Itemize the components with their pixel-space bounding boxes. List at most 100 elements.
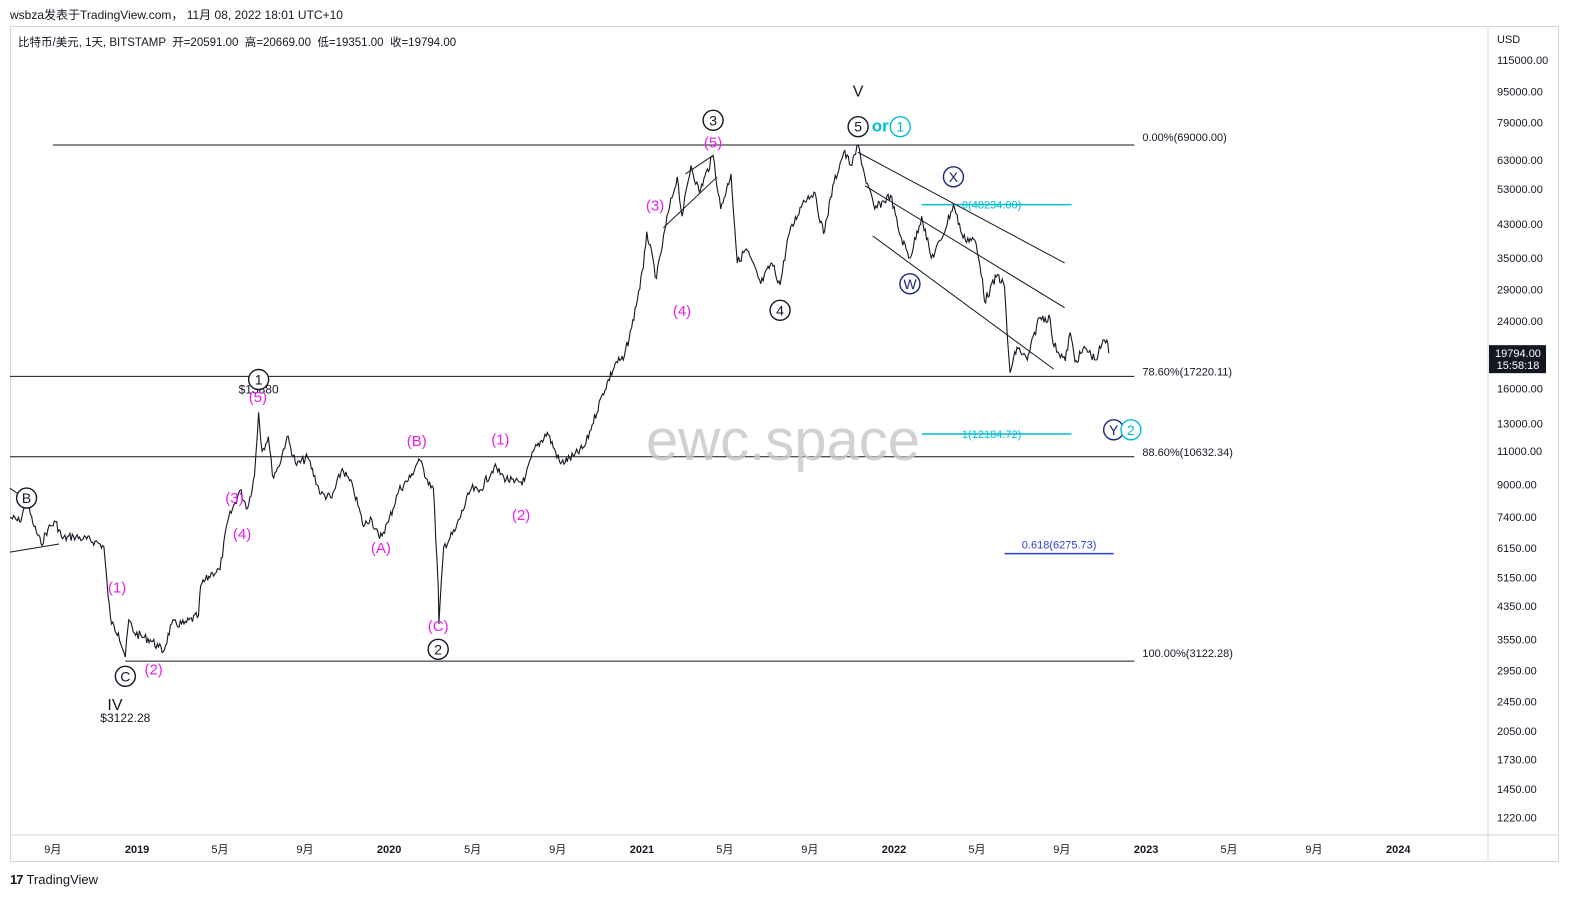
x-tick-label: 9月	[296, 844, 313, 856]
x-tick-label: 2023	[1134, 844, 1158, 856]
y-tick-label: 1730.00	[1497, 755, 1537, 767]
wave-label: 4	[776, 302, 784, 318]
wave-label: X	[949, 169, 959, 185]
wave-label: B	[22, 490, 31, 506]
wave-label-circle	[114, 665, 137, 687]
fib-level-label: 100.00%(3122.28)	[1142, 648, 1233, 660]
wave-label-circle	[942, 166, 965, 188]
wave-label: (A)	[371, 540, 391, 557]
wave-label: (5)	[249, 389, 267, 406]
wave-label: 1	[255, 372, 263, 388]
y-tick-label: 2050.00	[1497, 726, 1537, 738]
y-tick-label: 9000.00	[1497, 480, 1537, 492]
y-tick-label: 3550.00	[1497, 635, 1537, 647]
y-tick-label: 63000.00	[1497, 155, 1543, 167]
price-series-line	[9, 144, 1110, 658]
publish-info: wsbza发表于TradingView.com， 11月 08, 2022 18…	[10, 8, 343, 22]
y-tick-label: 115000.00	[1497, 55, 1548, 67]
wave-label: (C)	[428, 618, 449, 635]
y-tick-label: 13000.00	[1497, 418, 1543, 430]
wave-label: (2)	[512, 507, 530, 524]
wave-label-circle	[702, 109, 724, 132]
cyan-level-label: 0(48234.00)	[962, 200, 1021, 212]
close-value: =19794.00	[401, 37, 457, 49]
symbol-name[interactable]: 比特币/美元, 1天, BITSTAMP	[18, 37, 166, 49]
symbol-legend: 比特币/美元, 1天, BITSTAMP 开=20591.00 高=20669.…	[18, 34, 456, 50]
y-tick-label: 7400.00	[1497, 512, 1537, 524]
wave-label: (1)	[491, 431, 509, 448]
wave-label: 5	[854, 119, 862, 135]
price-annotation: $3122.28	[100, 711, 150, 725]
high-value: =20669.00	[256, 37, 311, 49]
wave-label-circle	[15, 487, 38, 509]
y-tick-label: 1450.00	[1497, 784, 1537, 796]
wave-label: (B)	[407, 433, 427, 450]
y-tick-label: 53000.00	[1497, 184, 1543, 196]
fib-level-label: 78.60%(17220.11)	[1142, 366, 1232, 378]
wave-label: (4)	[673, 303, 691, 320]
x-tick-label: 5月	[464, 844, 481, 856]
y-tick-label: 2950.00	[1497, 666, 1537, 678]
fib-level-label: 0.00%(69000.00)	[1142, 132, 1226, 144]
wave-label: (5)	[704, 135, 722, 152]
y-tick-label: 43000.00	[1497, 219, 1543, 231]
x-tick-label: 5月	[1220, 844, 1237, 856]
wave-label: (3)	[225, 490, 243, 507]
trend-channel-line	[872, 235, 1054, 370]
y-tick-label: 1220.00	[1497, 813, 1537, 825]
low-label: 低	[317, 37, 329, 49]
trend-channel-line	[864, 185, 1065, 309]
wave-label: or	[872, 117, 889, 136]
trend-channel-line	[857, 151, 1065, 264]
x-tick-label: 9月	[1053, 844, 1070, 856]
chart-frame[interactable]	[10, 26, 1559, 862]
current-price-countdown: 15:58:18	[1497, 360, 1540, 372]
x-tick-label: 2020	[377, 844, 401, 856]
blue-level-label: 0.618(6275.73)	[1022, 540, 1097, 552]
y-tick-label: 95000.00	[1497, 87, 1543, 99]
low-value: =19351.00	[328, 37, 384, 49]
y-tick-label: 5150.00	[1497, 573, 1537, 585]
y-tick-label: 79000.00	[1497, 117, 1543, 129]
wave-label: (2)	[144, 661, 162, 678]
wave-label-circle	[769, 299, 791, 321]
wave-label-circle	[427, 638, 449, 661]
x-tick-label: 9月	[801, 844, 818, 856]
y-tick-label: 2450.00	[1497, 696, 1537, 708]
wave-label-circle	[889, 115, 911, 138]
x-tick-label: 5月	[716, 844, 733, 856]
tradingview-logo-icon: 17	[10, 872, 24, 887]
current-price-value: 19794.00	[1495, 348, 1541, 360]
wave-label: 3	[709, 112, 717, 128]
fib-level-label: 88.60%(10632.34)	[1142, 447, 1233, 459]
wave-label: V	[853, 84, 864, 101]
x-tick-label: 2019	[125, 844, 149, 856]
x-tick-label: 9月	[1305, 844, 1322, 856]
x-tick-label: 2021	[630, 844, 654, 856]
wave-label: 1	[896, 119, 904, 135]
wave-label: IV	[107, 697, 122, 714]
x-tick-label: 2022	[882, 844, 906, 856]
y-tick-label: 35000.00	[1497, 253, 1543, 265]
x-tick-label: 5月	[968, 844, 985, 856]
high-label: 高	[244, 37, 257, 49]
close-label: 收	[389, 37, 402, 49]
y-tick-label: 16000.00	[1497, 384, 1543, 396]
y-tick-label: 4350.00	[1497, 601, 1537, 613]
y-tick-label: 24000.00	[1497, 316, 1543, 328]
wave-label-circle	[1120, 419, 1142, 441]
x-tick-label: 5月	[211, 844, 228, 856]
current-price-tag	[1489, 345, 1546, 374]
wave-label: Y	[1109, 422, 1119, 438]
trend-channel-line	[9, 543, 60, 553]
wave-label: (4)	[233, 526, 251, 543]
open-label: 开	[172, 37, 184, 49]
y-tick-label: 11000.00	[1497, 446, 1542, 458]
tradingview-brand[interactable]: 17 TradingView	[10, 872, 98, 887]
open-value: =20591.00	[183, 37, 239, 49]
cyan-level-label: 1(12184.72)	[962, 429, 1021, 441]
wave-label: 2	[434, 641, 442, 657]
currency-label: USD	[1497, 34, 1520, 46]
x-tick-label: 9月	[44, 844, 61, 856]
